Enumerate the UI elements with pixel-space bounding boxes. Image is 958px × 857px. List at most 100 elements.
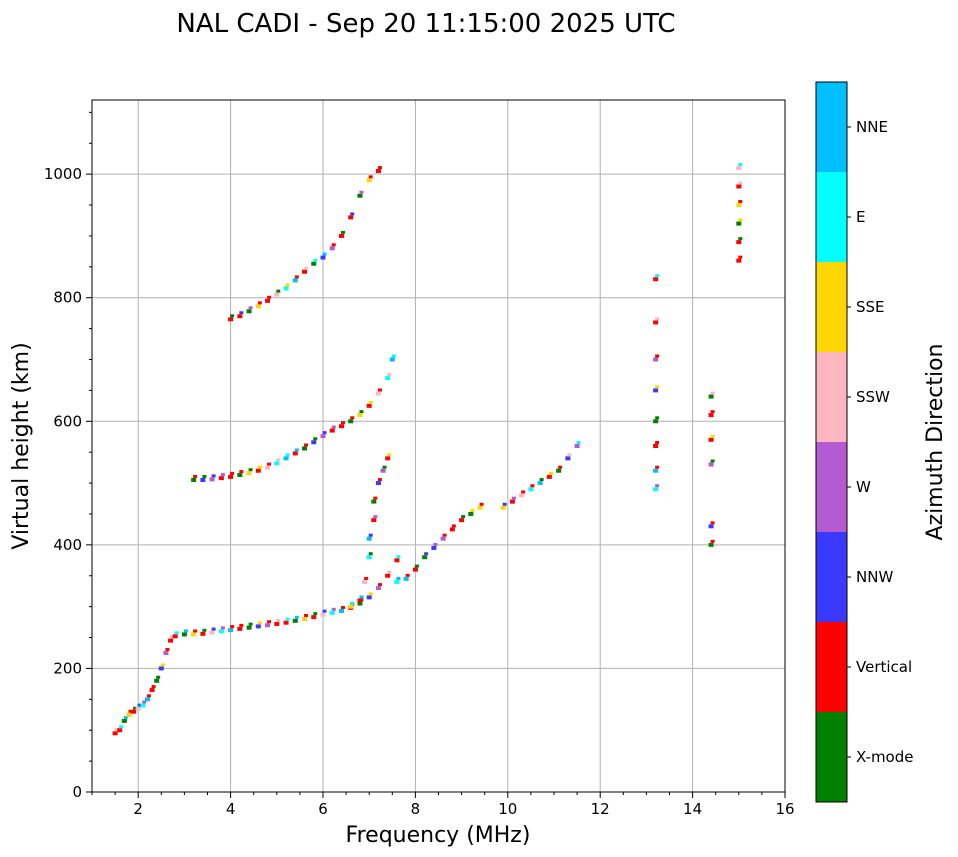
data-point bbox=[366, 595, 372, 600]
data-point bbox=[274, 461, 280, 466]
data-point bbox=[248, 306, 253, 310]
data-point bbox=[655, 416, 660, 420]
data-point bbox=[123, 715, 128, 719]
data-point bbox=[154, 678, 160, 683]
data-point bbox=[322, 431, 327, 435]
data-point bbox=[313, 258, 318, 262]
data-point bbox=[371, 518, 377, 523]
data-point bbox=[285, 453, 290, 457]
data-point bbox=[350, 212, 355, 216]
x-tick-label: 12 bbox=[591, 800, 610, 818]
data-point bbox=[126, 712, 132, 717]
colorbar-frame bbox=[815, 81, 848, 803]
data-point bbox=[366, 536, 372, 541]
data-point bbox=[511, 496, 516, 500]
data-point bbox=[114, 728, 119, 732]
data-point bbox=[377, 583, 382, 587]
data-point bbox=[255, 468, 261, 473]
data-point bbox=[396, 576, 401, 580]
data-point bbox=[239, 311, 244, 315]
data-point bbox=[311, 261, 317, 266]
data-point bbox=[655, 317, 660, 321]
data-point bbox=[257, 301, 262, 305]
data-point bbox=[653, 468, 659, 473]
colorbar-segment bbox=[816, 82, 847, 172]
data-point bbox=[738, 181, 743, 185]
data-point bbox=[653, 388, 659, 393]
data-point bbox=[165, 647, 170, 651]
data-point bbox=[117, 728, 123, 733]
data-point bbox=[708, 462, 714, 467]
x-tick-label: 4 bbox=[226, 800, 236, 818]
data-point bbox=[311, 440, 317, 445]
data-point bbox=[479, 502, 484, 506]
data-point bbox=[329, 246, 335, 251]
data-point bbox=[366, 403, 372, 408]
data-point bbox=[377, 166, 382, 170]
data-point bbox=[218, 629, 224, 634]
data-point bbox=[211, 627, 216, 631]
data-point bbox=[276, 458, 281, 462]
colorbar-segment bbox=[816, 442, 847, 532]
colorbar-tick-label: NNW bbox=[856, 568, 893, 586]
data-point bbox=[567, 453, 572, 457]
data-point bbox=[364, 576, 369, 580]
data-point bbox=[172, 634, 178, 639]
data-point bbox=[655, 465, 660, 469]
data-point bbox=[655, 441, 660, 444]
x-tick-label: 8 bbox=[411, 800, 421, 818]
data-point bbox=[283, 620, 289, 625]
data-point bbox=[738, 255, 743, 259]
colorbar-segment bbox=[816, 352, 847, 442]
data-point bbox=[329, 610, 335, 615]
data-point bbox=[710, 539, 715, 543]
data-point bbox=[738, 237, 743, 241]
data-point bbox=[135, 706, 141, 711]
data-point bbox=[248, 622, 253, 626]
data-point bbox=[451, 524, 456, 528]
data-point bbox=[302, 269, 308, 274]
y-tick-label: 200 bbox=[53, 659, 82, 677]
x-tick-label: 14 bbox=[683, 800, 702, 818]
data-point bbox=[338, 608, 344, 613]
data-point bbox=[371, 499, 377, 504]
data-point bbox=[320, 434, 326, 439]
x-tick-label: 6 bbox=[318, 800, 328, 818]
data-point bbox=[274, 292, 280, 297]
colorbar-tick-label: X-mode bbox=[856, 748, 913, 766]
data-point bbox=[431, 545, 437, 550]
data-point bbox=[382, 465, 387, 469]
data-point bbox=[248, 468, 253, 472]
data-point bbox=[736, 165, 742, 170]
data-point bbox=[537, 481, 543, 486]
data-point bbox=[655, 354, 660, 358]
chart-title: NAL CADI - Sep 20 11:15:00 2025 UTC bbox=[176, 9, 675, 39]
data-point bbox=[294, 615, 299, 619]
data-point bbox=[320, 612, 326, 617]
data-point bbox=[391, 354, 396, 358]
data-point bbox=[394, 579, 400, 584]
data-point bbox=[285, 617, 290, 621]
data-point bbox=[322, 252, 327, 256]
data-point bbox=[239, 470, 244, 474]
data-point bbox=[385, 376, 391, 381]
data-point bbox=[653, 487, 659, 492]
data-point bbox=[163, 650, 169, 655]
data-point bbox=[449, 527, 455, 532]
data-point bbox=[131, 709, 137, 714]
data-point bbox=[357, 413, 363, 418]
data-point bbox=[230, 471, 235, 475]
data-point bbox=[653, 444, 659, 448]
data-point bbox=[348, 419, 354, 424]
data-point bbox=[320, 255, 326, 260]
colorbar-segment bbox=[816, 622, 847, 712]
data-point bbox=[168, 638, 174, 643]
grid-lines bbox=[92, 100, 786, 793]
data-point bbox=[385, 456, 391, 461]
data-point bbox=[414, 564, 419, 568]
y-axis-ticks: 0 200 400 600 800 1000 bbox=[44, 111, 92, 801]
data-point bbox=[433, 542, 438, 546]
data-point bbox=[340, 421, 345, 425]
data-point bbox=[736, 221, 742, 226]
data-point bbox=[556, 468, 562, 473]
